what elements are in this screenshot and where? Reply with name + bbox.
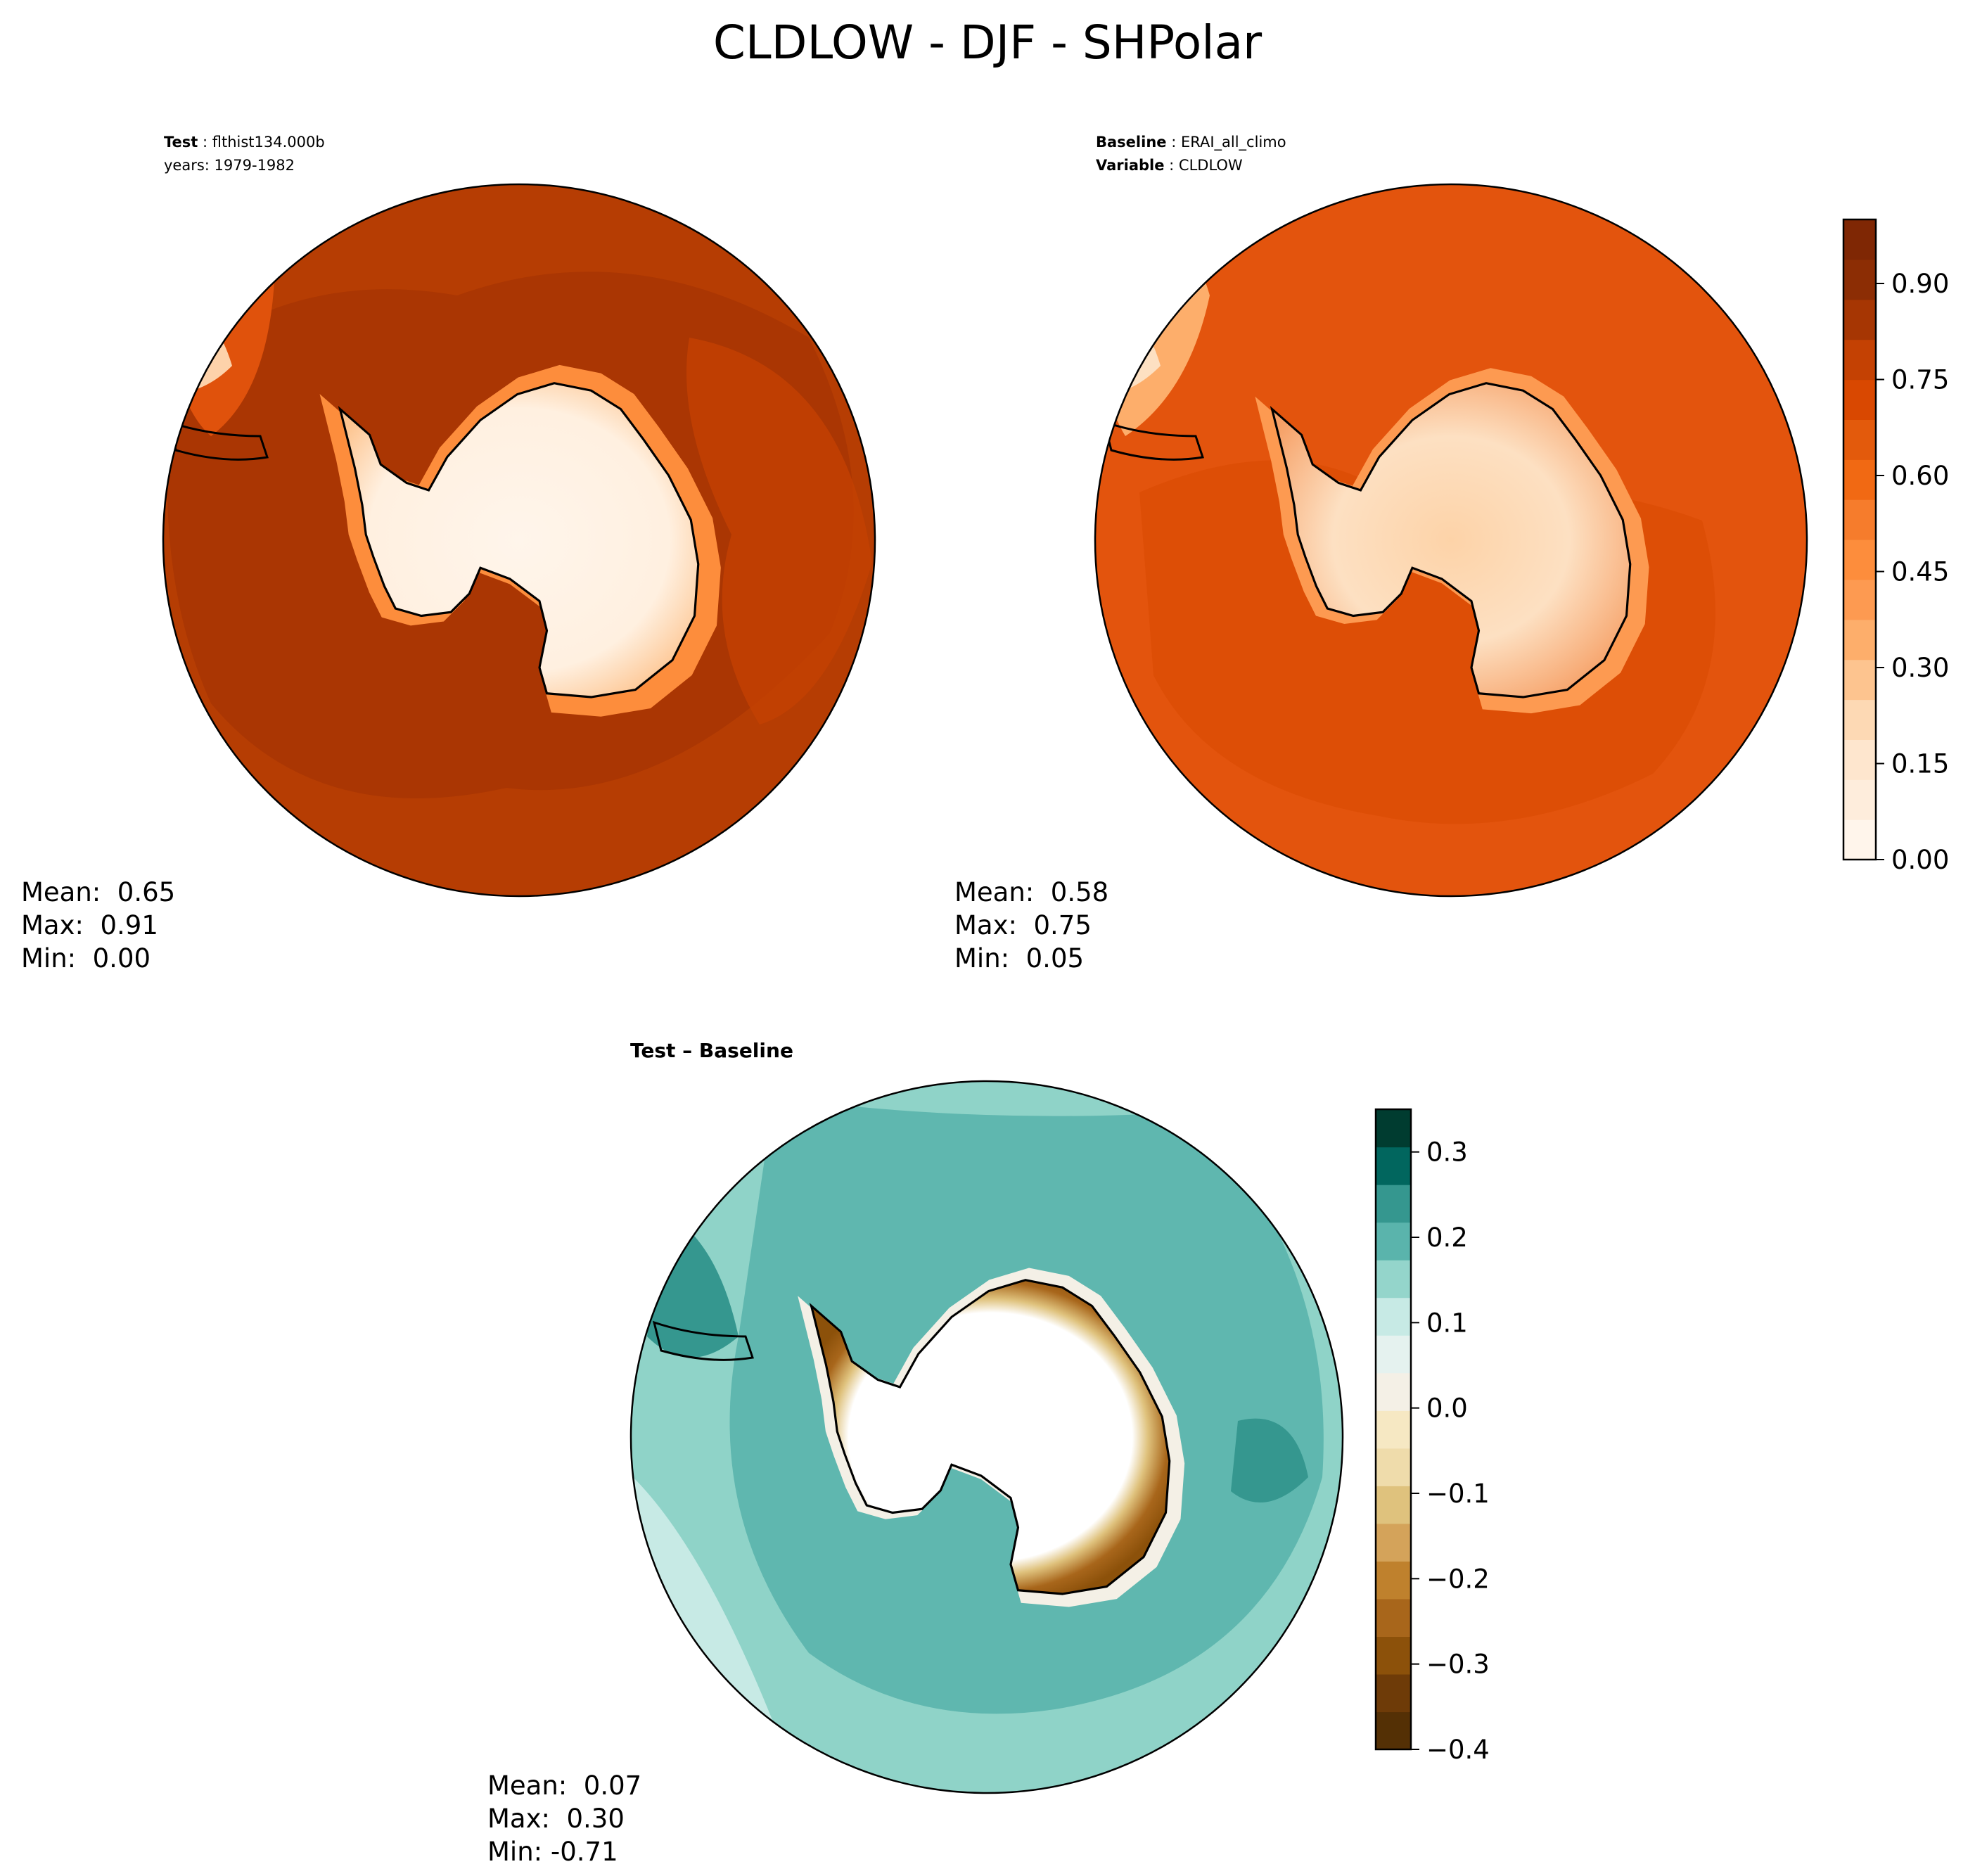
difference-colorbar-frame	[1374, 1108, 1412, 1751]
difference-colorbar-swatch	[1376, 1636, 1411, 1675]
test-header: Test : flthist134.000b years: 1979-1982	[164, 131, 325, 177]
difference-colorbar-swatch	[1376, 1297, 1411, 1336]
field-colorbar: 0.00 0.15 0.30 0.45 0.60 0.75 0.90	[1842, 218, 1949, 875]
field-colorbar-swatch	[1843, 819, 1876, 860]
difference-colorbar-tick-label: 0.2	[1426, 1223, 1468, 1253]
baseline-case-line: Baseline : ERAI_all_climo	[1096, 134, 1286, 151]
difference-colorbar-swatch	[1376, 1486, 1411, 1524]
baseline-stats: Mean: 0.58 Max: 0.75 Min: 0.05	[954, 876, 1108, 975]
difference-colorbar: 0.3 0.2 0.1 0.0 −0.1 −0.2 −0.3 −0.4	[1374, 1108, 1490, 1765]
field-colorbar-frame	[1842, 218, 1877, 861]
field-colorbar-swatch	[1843, 459, 1876, 500]
test-map-border	[162, 183, 876, 898]
field-colorbar-swatch	[1843, 339, 1876, 381]
difference-colorbar-swatch	[1376, 1711, 1411, 1750]
difference-colorbar-swatch	[1376, 1109, 1411, 1148]
baseline-min: Min: 0.05	[954, 943, 1085, 974]
difference-colorbar-tick-label: −0.1	[1426, 1479, 1490, 1509]
difference-colorbar-tick-label: −0.3	[1426, 1650, 1490, 1680]
difference-colorbar-tick-label: 0.3	[1426, 1137, 1468, 1168]
field-colorbar-swatch	[1843, 299, 1876, 340]
test-years-line: years: 1979-1982	[164, 157, 295, 174]
difference-colorbar-swatch	[1376, 1147, 1411, 1185]
field-colorbar-tick-label: 0.75	[1891, 365, 1949, 395]
field-colorbar-swatch	[1843, 699, 1876, 740]
difference-mean: Mean: 0.07	[487, 1770, 642, 1801]
baseline-mean: Mean: 0.58	[954, 877, 1109, 907]
difference-south-america-coast	[652, 1320, 754, 1361]
test-mean: Mean: 0.65	[21, 877, 176, 907]
difference-colorbar-tick-label: 0.0	[1426, 1393, 1468, 1424]
difference-stats: Mean: 0.07 Max: 0.30 Min: -0.71	[487, 1769, 641, 1868]
test-stats: Mean: 0.65 Max: 0.91 Min: 0.00	[21, 876, 175, 975]
difference-colorbar-swatch	[1376, 1448, 1411, 1486]
difference-colorbar-swatch	[1376, 1523, 1411, 1562]
baseline-variable-line: Variable : CLDLOW	[1096, 157, 1243, 174]
baseline-header: Baseline : ERAI_all_climo Variable : CLD…	[1096, 131, 1286, 177]
field-colorbar-swatch	[1843, 499, 1876, 540]
field-colorbar-swatch	[1843, 659, 1876, 701]
difference-colorbar-swatch	[1376, 1561, 1411, 1600]
baseline-map-border	[1094, 183, 1808, 898]
test-max: Max: 0.91	[21, 910, 158, 940]
field-colorbar-tick-label: 0.00	[1891, 845, 1949, 875]
field-colorbar-tick-label: 0.30	[1891, 653, 1949, 683]
field-colorbar-swatch	[1843, 739, 1876, 780]
field-colorbar-swatch	[1843, 219, 1876, 260]
field-colorbar-tick-label: 0.60	[1891, 461, 1949, 491]
difference-colorbar-swatch	[1376, 1673, 1411, 1713]
difference-colorbar-swatch	[1376, 1410, 1411, 1449]
difference-colorbar-swatch	[1376, 1372, 1411, 1411]
field-colorbar-tick-label: 0.90	[1891, 269, 1949, 299]
test-south-america-coast	[167, 420, 269, 461]
field-colorbar-tick-label: 0.15	[1891, 749, 1949, 779]
difference-colorbar-swatch	[1376, 1335, 1411, 1374]
field-colorbar-swatch	[1843, 379, 1876, 420]
field-colorbar-swatch	[1843, 779, 1876, 820]
difference-colorbar-tick-label: −0.2	[1426, 1564, 1490, 1594]
field-colorbar-swatch	[1843, 540, 1876, 580]
field-colorbar-swatch	[1843, 419, 1876, 460]
difference-colorbar-tick-label: −0.4	[1426, 1735, 1490, 1765]
difference-max: Max: 0.30	[487, 1804, 625, 1834]
baseline-south-america-coast	[1102, 420, 1204, 461]
difference-colorbar-swatch	[1376, 1598, 1411, 1638]
field-colorbar-tick-label: 0.45	[1891, 557, 1949, 587]
figure-title: CLDLOW - DJF - SHPolar	[712, 15, 1263, 70]
difference-map	[631, 1081, 1343, 1793]
difference-title: Test – Baseline	[630, 1039, 793, 1062]
difference-min: Min: -0.71	[487, 1837, 618, 1867]
test-case-line: Test : flthist134.000b	[164, 134, 325, 151]
field-colorbar-swatch	[1843, 619, 1876, 661]
difference-colorbar-tick-label: 0.1	[1426, 1308, 1468, 1338]
difference-map-border	[629, 1080, 1344, 1794]
difference-colorbar-swatch	[1376, 1222, 1411, 1261]
baseline-max: Max: 0.75	[954, 910, 1092, 940]
test-map	[163, 184, 875, 896]
field-colorbar-swatch	[1843, 259, 1876, 300]
field-colorbar-swatch	[1843, 579, 1876, 620]
baseline-map	[1095, 184, 1807, 896]
test-min: Min: 0.00	[21, 943, 151, 974]
difference-colorbar-swatch	[1376, 1185, 1411, 1223]
difference-dark-patch-east	[1231, 1418, 1308, 1502]
test-mid-patch	[686, 338, 872, 725]
difference-colorbar-swatch	[1376, 1260, 1411, 1298]
